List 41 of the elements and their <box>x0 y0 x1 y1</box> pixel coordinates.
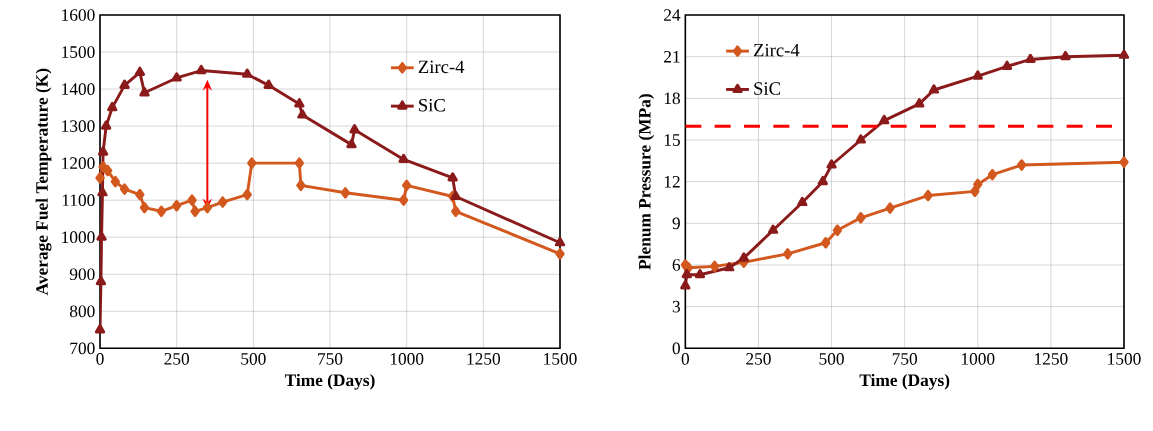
x-tick-label: 250 <box>164 353 190 365</box>
y-tick-label: 3 <box>672 300 680 313</box>
y-tick-label: 21 <box>664 50 680 63</box>
legend-label: Zirc-4 <box>418 60 465 74</box>
y-tick-label: 0 <box>672 342 680 355</box>
x-axis-title: Time (Days) <box>284 373 375 390</box>
x-tick-label: 750 <box>318 353 343 365</box>
x-tick-label: 500 <box>819 353 844 365</box>
y-tick-label: 18 <box>664 92 680 105</box>
y-tick-label: 1400 <box>62 83 95 95</box>
y-tick-label: 9 <box>672 217 680 230</box>
y-tick-label: 700 <box>70 342 95 355</box>
x-tick-label: 1000 <box>390 353 424 365</box>
x-tick-label: 1250 <box>467 353 501 365</box>
y-tick-label: 15 <box>664 134 680 146</box>
x-tick-label: 1500 <box>1108 353 1141 365</box>
x-tick-label: 1500 <box>544 353 577 365</box>
x-tick-label: 500 <box>241 353 266 365</box>
x-tick-label: 1000 <box>961 353 995 365</box>
y-tick-label: 1600 <box>62 9 95 21</box>
x-axis-title: Time (Days) <box>859 373 950 390</box>
y-axis-title: Average Fuel Temperature (K) <box>35 68 52 296</box>
y-tick-label: 1100 <box>62 194 95 207</box>
legend-label: Zirc-4 <box>753 43 800 57</box>
y-tick-label: 1300 <box>62 120 95 132</box>
y-tick-label: 800 <box>69 305 95 318</box>
x-tick-label: 1250 <box>1035 353 1068 365</box>
x-tick-label: 0 <box>96 353 104 365</box>
x-tick-label: 0 <box>681 353 690 365</box>
legend-label: SiC <box>419 98 445 112</box>
x-tick-label: 250 <box>746 353 771 365</box>
y-tick-label: 12 <box>664 175 680 188</box>
y-tick-label: 1200 <box>62 157 95 169</box>
y-tick-label: 1500 <box>62 46 95 58</box>
y-tick-label: 900 <box>69 268 95 281</box>
y-tick-label: 6 <box>672 259 681 271</box>
y-axis-title: Plenum Pressure (MPa) <box>638 94 655 270</box>
y-tick-label: 24 <box>664 9 681 21</box>
y-tick-label: 1000 <box>62 231 95 244</box>
x-tick-label: 750 <box>892 353 918 365</box>
legend-label: SiC <box>754 82 781 95</box>
